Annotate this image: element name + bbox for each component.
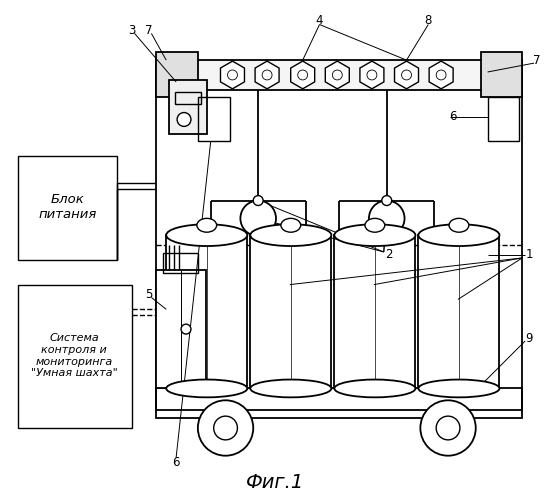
Circle shape [369,200,405,236]
Circle shape [262,70,272,80]
Text: 7: 7 [534,54,541,66]
Ellipse shape [166,224,248,246]
Bar [488,96,519,141]
Bar [169,80,207,134]
Polygon shape [255,61,279,89]
Text: 5: 5 [145,288,152,301]
Circle shape [181,324,191,334]
Bar [163,253,198,272]
Bar [18,156,117,260]
Bar [156,270,206,388]
Bar [156,52,198,96]
Circle shape [382,196,392,205]
Circle shape [332,70,342,80]
Bar [166,235,248,388]
Ellipse shape [449,218,469,232]
Ellipse shape [250,224,331,246]
Text: Блок
питания: Блок питания [38,194,96,222]
Polygon shape [429,61,453,89]
Circle shape [228,70,238,80]
Polygon shape [221,61,244,89]
Bar [175,92,201,104]
Circle shape [214,416,238,440]
Text: 2: 2 [385,248,393,262]
Text: 8: 8 [425,14,432,27]
Circle shape [420,400,476,456]
Circle shape [198,400,253,456]
Text: 4: 4 [316,14,323,27]
Circle shape [402,70,411,80]
Polygon shape [325,61,349,89]
Text: 9: 9 [525,332,533,345]
Polygon shape [291,61,315,89]
Circle shape [436,416,460,440]
Bar [250,235,331,388]
Circle shape [298,70,307,80]
Ellipse shape [250,380,331,398]
Ellipse shape [197,218,217,232]
Text: 1: 1 [525,248,533,262]
Text: 6: 6 [172,456,180,469]
Circle shape [367,70,377,80]
Text: Система
контроля и
мониторинга
"Умная шахта": Система контроля и мониторинга "Умная ша… [31,334,118,378]
Text: 3: 3 [128,24,135,37]
Ellipse shape [281,218,301,232]
Polygon shape [360,61,384,89]
Bar [156,60,522,90]
Ellipse shape [334,224,415,246]
Ellipse shape [334,380,415,398]
Circle shape [436,70,446,80]
Bar [18,284,131,428]
Bar [198,96,229,141]
Ellipse shape [365,218,385,232]
Circle shape [253,196,263,205]
Text: Фиг.1: Фиг.1 [246,473,304,492]
Ellipse shape [419,380,499,398]
Bar [419,235,499,388]
Polygon shape [394,61,419,89]
Bar [156,388,522,410]
Bar [334,235,415,388]
Circle shape [177,112,191,126]
Bar [481,52,522,96]
Text: 7: 7 [145,24,152,37]
Text: 6: 6 [449,110,456,123]
Ellipse shape [419,224,499,246]
Circle shape [240,200,276,236]
Ellipse shape [166,380,248,398]
Bar [156,62,522,418]
